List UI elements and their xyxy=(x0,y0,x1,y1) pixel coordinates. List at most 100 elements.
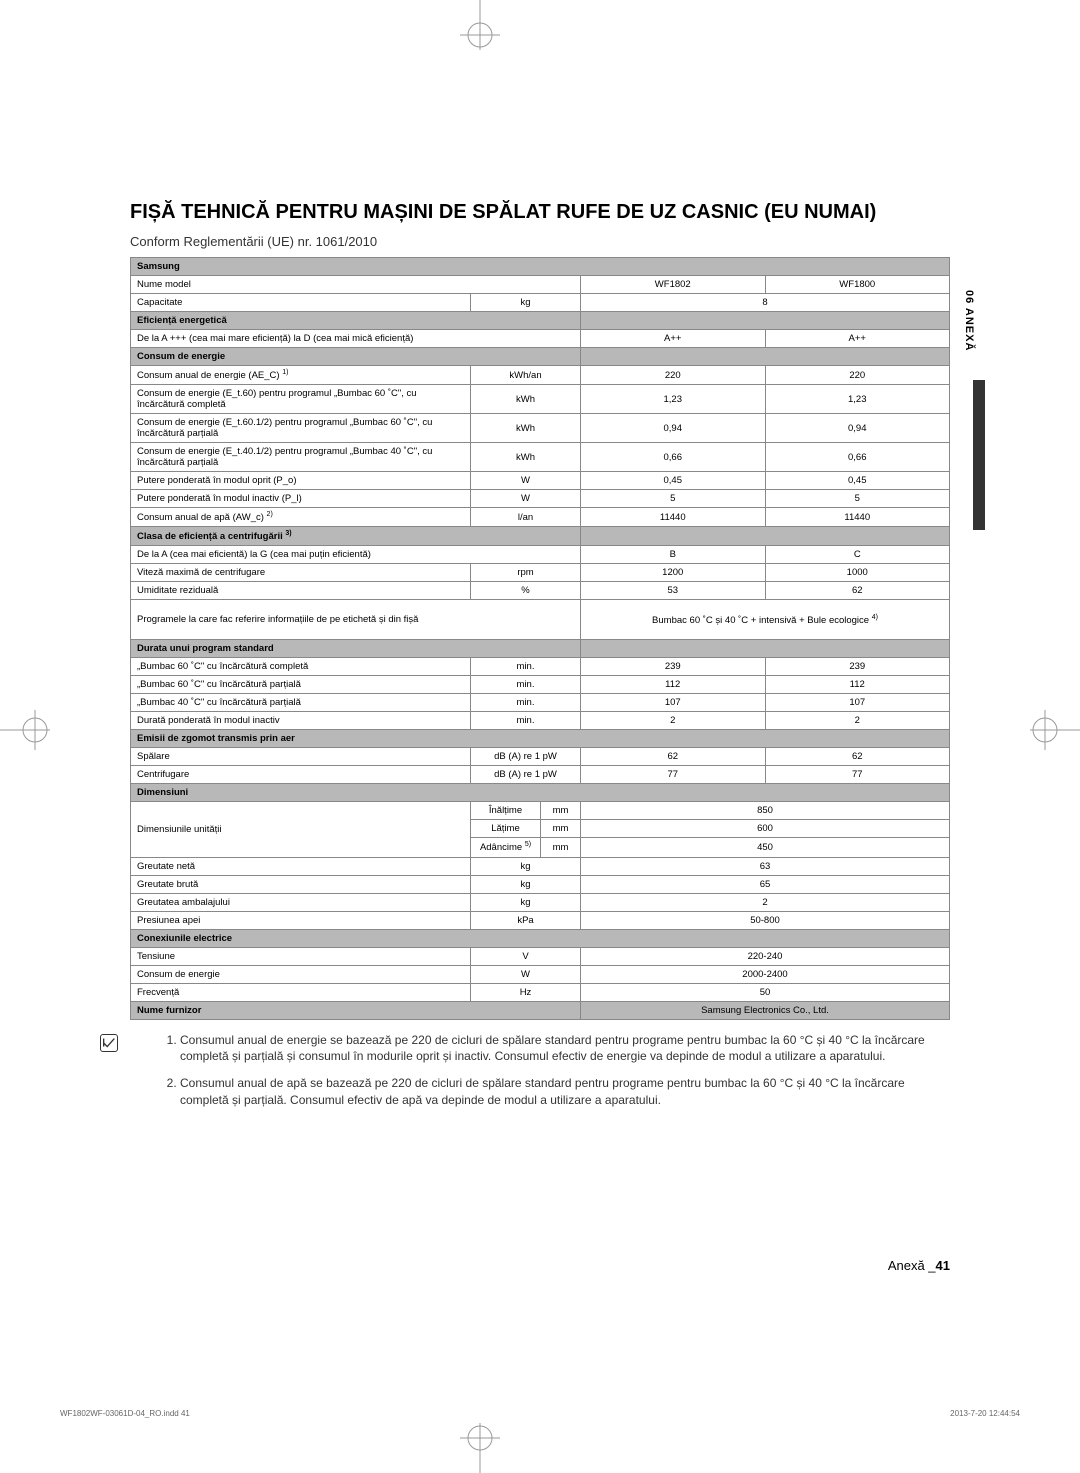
dim-label: Dimensiunile unității xyxy=(131,802,471,857)
netweight-unit: kg xyxy=(471,857,581,875)
pressure-unit: kPa xyxy=(471,911,581,929)
wash-label: Spălare xyxy=(131,748,471,766)
freq-label: Frecvență xyxy=(131,983,471,1001)
residual-1: 53 xyxy=(581,582,766,600)
page-footer: Anexă _41 xyxy=(888,1258,950,1273)
maxspin-1: 1200 xyxy=(581,564,766,582)
duridle-1: 2 xyxy=(581,712,766,730)
depth-label: Adâncime 5) xyxy=(471,838,541,857)
height-label: Înălțime xyxy=(471,802,541,820)
maxspin-2: 1000 xyxy=(765,564,950,582)
water-label: Consum anual de apă (AW_c) 2) xyxy=(131,508,471,527)
et60half-1: 0,94 xyxy=(581,414,766,443)
duridle-2: 2 xyxy=(765,712,950,730)
packweight-val: 2 xyxy=(581,893,950,911)
model-label: Nume model xyxy=(131,276,581,294)
dur60half-unit: min. xyxy=(471,676,581,694)
model-1: WF1802 xyxy=(581,276,766,294)
grossweight-label: Greutate brută xyxy=(131,875,471,893)
dur60full-unit: min. xyxy=(471,658,581,676)
spec-table: Samsung Nume model WF1802 WF1800 Capacit… xyxy=(130,257,950,1020)
pressure-label: Presiunea apei xyxy=(131,911,471,929)
spin-unit: dB (A) re 1 pW xyxy=(471,766,581,784)
annual-energy-2: 220 xyxy=(765,366,950,385)
supplier-val: Samsung Electronics Co., Ltd. xyxy=(581,1001,950,1019)
spinrange-2: C xyxy=(765,546,950,564)
duration-section: Durata unui program standard xyxy=(131,640,581,658)
voltage-unit: V xyxy=(471,947,581,965)
model-2: WF1800 xyxy=(765,276,950,294)
residual-2: 62 xyxy=(765,582,950,600)
supplier-label: Nume furnizor xyxy=(131,1001,581,1019)
et60half-unit: kWh xyxy=(471,414,581,443)
dur40half-1: 107 xyxy=(581,694,766,712)
voltage-label: Tensiune xyxy=(131,947,471,965)
width-unit: mm xyxy=(541,820,581,838)
freq-unit: Hz xyxy=(471,983,581,1001)
width-val: 600 xyxy=(581,820,950,838)
doc-footer-left: WF1802WF-03061D-04_RO.indd 41 xyxy=(60,1409,190,1418)
pressure-val: 50-800 xyxy=(581,911,950,929)
footnote-2: Consumul anual de apă se bazează pe 220 … xyxy=(180,1075,950,1109)
elec-section: Conexiunile electrice xyxy=(131,929,950,947)
capacity-val: 8 xyxy=(581,294,950,312)
grossweight-unit: kg xyxy=(471,875,581,893)
dur40half-unit: min. xyxy=(471,694,581,712)
effrange-1: A++ xyxy=(581,330,766,348)
effrange-2: A++ xyxy=(765,330,950,348)
netweight-val: 63 xyxy=(581,857,950,875)
et60full-label: Consum de energie (E_t.60) pentru progra… xyxy=(131,385,471,414)
et60half-label: Consum de energie (E_t.60.1/2) pentru pr… xyxy=(131,414,471,443)
freq-val: 50 xyxy=(581,983,950,1001)
et60full-unit: kWh xyxy=(471,385,581,414)
dur40half-label: „Bumbac 40 ˚C" cu încărcătură parțială xyxy=(131,694,471,712)
dur60half-1: 112 xyxy=(581,676,766,694)
dur60half-2: 112 xyxy=(765,676,950,694)
pidle-label: Putere ponderată în modul inactiv (P_l) xyxy=(131,490,471,508)
height-unit: mm xyxy=(541,802,581,820)
footnote-1: Consumul anual de energie se bazează pe … xyxy=(180,1032,950,1066)
poff-label: Putere ponderată în modul oprit (P_o) xyxy=(131,472,471,490)
brand-row: Samsung xyxy=(131,258,950,276)
wash-2: 62 xyxy=(765,748,950,766)
water-1: 11440 xyxy=(581,508,766,527)
subtitle: Conform Reglementării (UE) nr. 1061/2010 xyxy=(130,234,950,249)
residual-unit: % xyxy=(471,582,581,600)
capacity-label: Capacitate xyxy=(131,294,471,312)
wash-unit: dB (A) re 1 pW xyxy=(471,748,581,766)
et40half-2: 0,66 xyxy=(765,443,950,472)
pidle-unit: W xyxy=(471,490,581,508)
page-title: FIȘĂ TEHNICĂ PENTRU MAȘINI DE SPĂLAT RUF… xyxy=(130,200,950,224)
note-icon xyxy=(100,1034,118,1052)
spinrange-1: B xyxy=(581,546,766,564)
annual-energy-unit: kWh/an xyxy=(471,366,581,385)
et40half-1: 0,66 xyxy=(581,443,766,472)
dur60full-1: 239 xyxy=(581,658,766,676)
spin-label: Centrifugare xyxy=(131,766,471,784)
voltage-val: 220-240 xyxy=(581,947,950,965)
pidle-2: 5 xyxy=(765,490,950,508)
programs-label: Programele la care fac referire informaț… xyxy=(131,600,581,640)
annual-energy-1: 220 xyxy=(581,366,766,385)
dur40half-2: 107 xyxy=(765,694,950,712)
et60full-2: 1,23 xyxy=(765,385,950,414)
netweight-label: Greutate netă xyxy=(131,857,471,875)
et40half-label: Consum de energie (E_t.40.1/2) pentru pr… xyxy=(131,443,471,472)
noise-section: Emisii de zgomot transmis prin aer xyxy=(131,730,950,748)
pidle-1: 5 xyxy=(581,490,766,508)
effrange-label: De la A +++ (cea mai mare eficiență) la … xyxy=(131,330,581,348)
power-label: Consum de energie xyxy=(131,965,471,983)
duridle-label: Durată ponderată în modul inactiv xyxy=(131,712,471,730)
water-2: 11440 xyxy=(765,508,950,527)
eff-label: Eficiență energetică xyxy=(131,312,581,330)
capacity-unit: kg xyxy=(471,294,581,312)
et40half-unit: kWh xyxy=(471,443,581,472)
width-label: Lățime xyxy=(471,820,541,838)
spin-2: 77 xyxy=(765,766,950,784)
spin-1: 77 xyxy=(581,766,766,784)
spinclass-label: Clasa de eficiență a centrifugării 3) xyxy=(131,527,581,546)
depth-val: 450 xyxy=(581,838,950,857)
power-val: 2000-2400 xyxy=(581,965,950,983)
wash-1: 62 xyxy=(581,748,766,766)
et60full-1: 1,23 xyxy=(581,385,766,414)
